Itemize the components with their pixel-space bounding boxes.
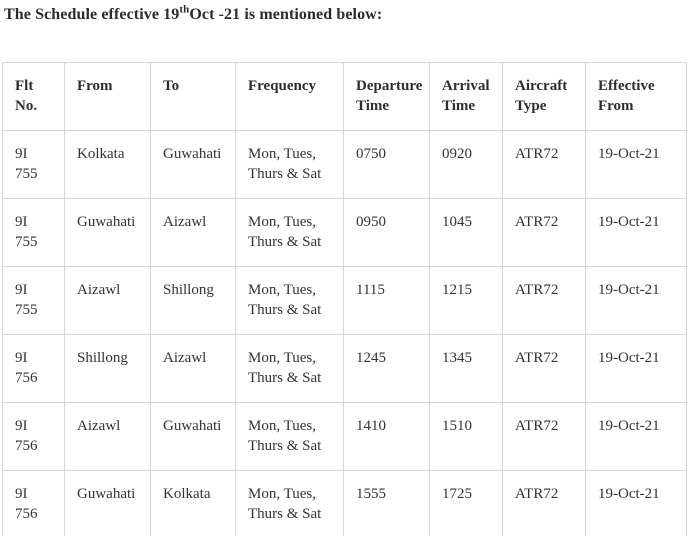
header-departure-time: Departure Time (343, 62, 430, 131)
cell-frequency: Mon, Tues, Thurs & Sat (235, 266, 344, 335)
header-to: To (150, 62, 236, 131)
header-arrival-time: Arrival Time (429, 62, 503, 131)
cell-frequency: Mon, Tues, Thurs & Sat (235, 334, 344, 403)
cell-to: Kolkata (150, 470, 236, 536)
cell-flt-no: 9I 756 (2, 402, 65, 471)
table-row: 9I 755 Guwahati Aizawl Mon, Tues, Thurs … (2, 198, 687, 267)
title-prefix: The Schedule effective 19 (4, 6, 180, 23)
title-superscript: th (179, 3, 190, 16)
cell-frequency: Mon, Tues, Thurs & Sat (235, 130, 344, 199)
cell-effective-from: 19-Oct-21 (585, 130, 687, 199)
cell-departure-time: 1245 (343, 334, 430, 403)
cell-frequency: Mon, Tues, Thurs & Sat (235, 470, 344, 536)
page-title: The Schedule effective 19thOct -21 is me… (4, 3, 688, 24)
cell-aircraft-type: ATR72 (502, 470, 586, 536)
cell-from: Aizawl (64, 402, 151, 471)
header-from: From (64, 62, 151, 131)
cell-to: Guwahati (150, 402, 236, 471)
cell-effective-from: 19-Oct-21 (585, 402, 687, 471)
cell-aircraft-type: ATR72 (502, 402, 586, 471)
cell-to: Aizawl (150, 334, 236, 403)
cell-to: Shillong (150, 266, 236, 335)
header-flt-no: Flt No. (2, 62, 65, 131)
cell-aircraft-type: ATR72 (502, 266, 586, 335)
cell-arrival-time: 1725 (429, 470, 503, 536)
cell-departure-time: 1410 (343, 402, 430, 471)
cell-from: Shillong (64, 334, 151, 403)
title-suffix: Oct -21 is mentioned below: (189, 6, 383, 23)
cell-from: Aizawl (64, 266, 151, 335)
table-row: 9I 755 Kolkata Guwahati Mon, Tues, Thurs… (2, 130, 687, 199)
table-row: 9I 756 Guwahati Kolkata Mon, Tues, Thurs… (2, 470, 687, 536)
cell-to: Guwahati (150, 130, 236, 199)
table-row: 9I 756 Aizawl Guwahati Mon, Tues, Thurs … (2, 402, 687, 471)
cell-arrival-time: 1510 (429, 402, 503, 471)
header-frequency: Frequency (235, 62, 344, 131)
cell-frequency: Mon, Tues, Thurs & Sat (235, 198, 344, 267)
cell-from: Guwahati (64, 470, 151, 536)
cell-flt-no: 9I 755 (2, 198, 65, 267)
header-effective-from: Effective From (585, 62, 687, 131)
cell-arrival-time: 1345 (429, 334, 503, 403)
cell-flt-no: 9I 756 (2, 334, 65, 403)
cell-departure-time: 1115 (343, 266, 430, 335)
cell-arrival-time: 1215 (429, 266, 503, 335)
cell-from: Kolkata (64, 130, 151, 199)
cell-effective-from: 19-Oct-21 (585, 334, 687, 403)
cell-arrival-time: 1045 (429, 198, 503, 267)
cell-flt-no: 9I 755 (2, 266, 65, 335)
table-row: 9I 755 Aizawl Shillong Mon, Tues, Thurs … (2, 266, 687, 335)
cell-effective-from: 19-Oct-21 (585, 470, 687, 536)
cell-flt-no: 9I 755 (2, 130, 65, 199)
cell-effective-from: 19-Oct-21 (585, 266, 687, 335)
cell-from: Guwahati (64, 198, 151, 267)
cell-departure-time: 0950 (343, 198, 430, 267)
cell-flt-no: 9I 756 (2, 470, 65, 536)
cell-departure-time: 0750 (343, 130, 430, 199)
cell-arrival-time: 0920 (429, 130, 503, 199)
cell-departure-time: 1555 (343, 470, 430, 536)
cell-aircraft-type: ATR72 (502, 198, 586, 267)
table-row: 9I 756 Shillong Aizawl Mon, Tues, Thurs … (2, 334, 687, 403)
header-aircraft-type: Aircraft Type (502, 62, 586, 131)
flight-schedule-table: Flt No. From To Frequency Departure Time… (2, 62, 687, 536)
cell-frequency: Mon, Tues, Thurs & Sat (235, 402, 344, 471)
cell-effective-from: 19-Oct-21 (585, 198, 687, 267)
cell-aircraft-type: ATR72 (502, 130, 586, 199)
table-header-row: Flt No. From To Frequency Departure Time… (2, 62, 687, 131)
cell-aircraft-type: ATR72 (502, 334, 586, 403)
cell-to: Aizawl (150, 198, 236, 267)
